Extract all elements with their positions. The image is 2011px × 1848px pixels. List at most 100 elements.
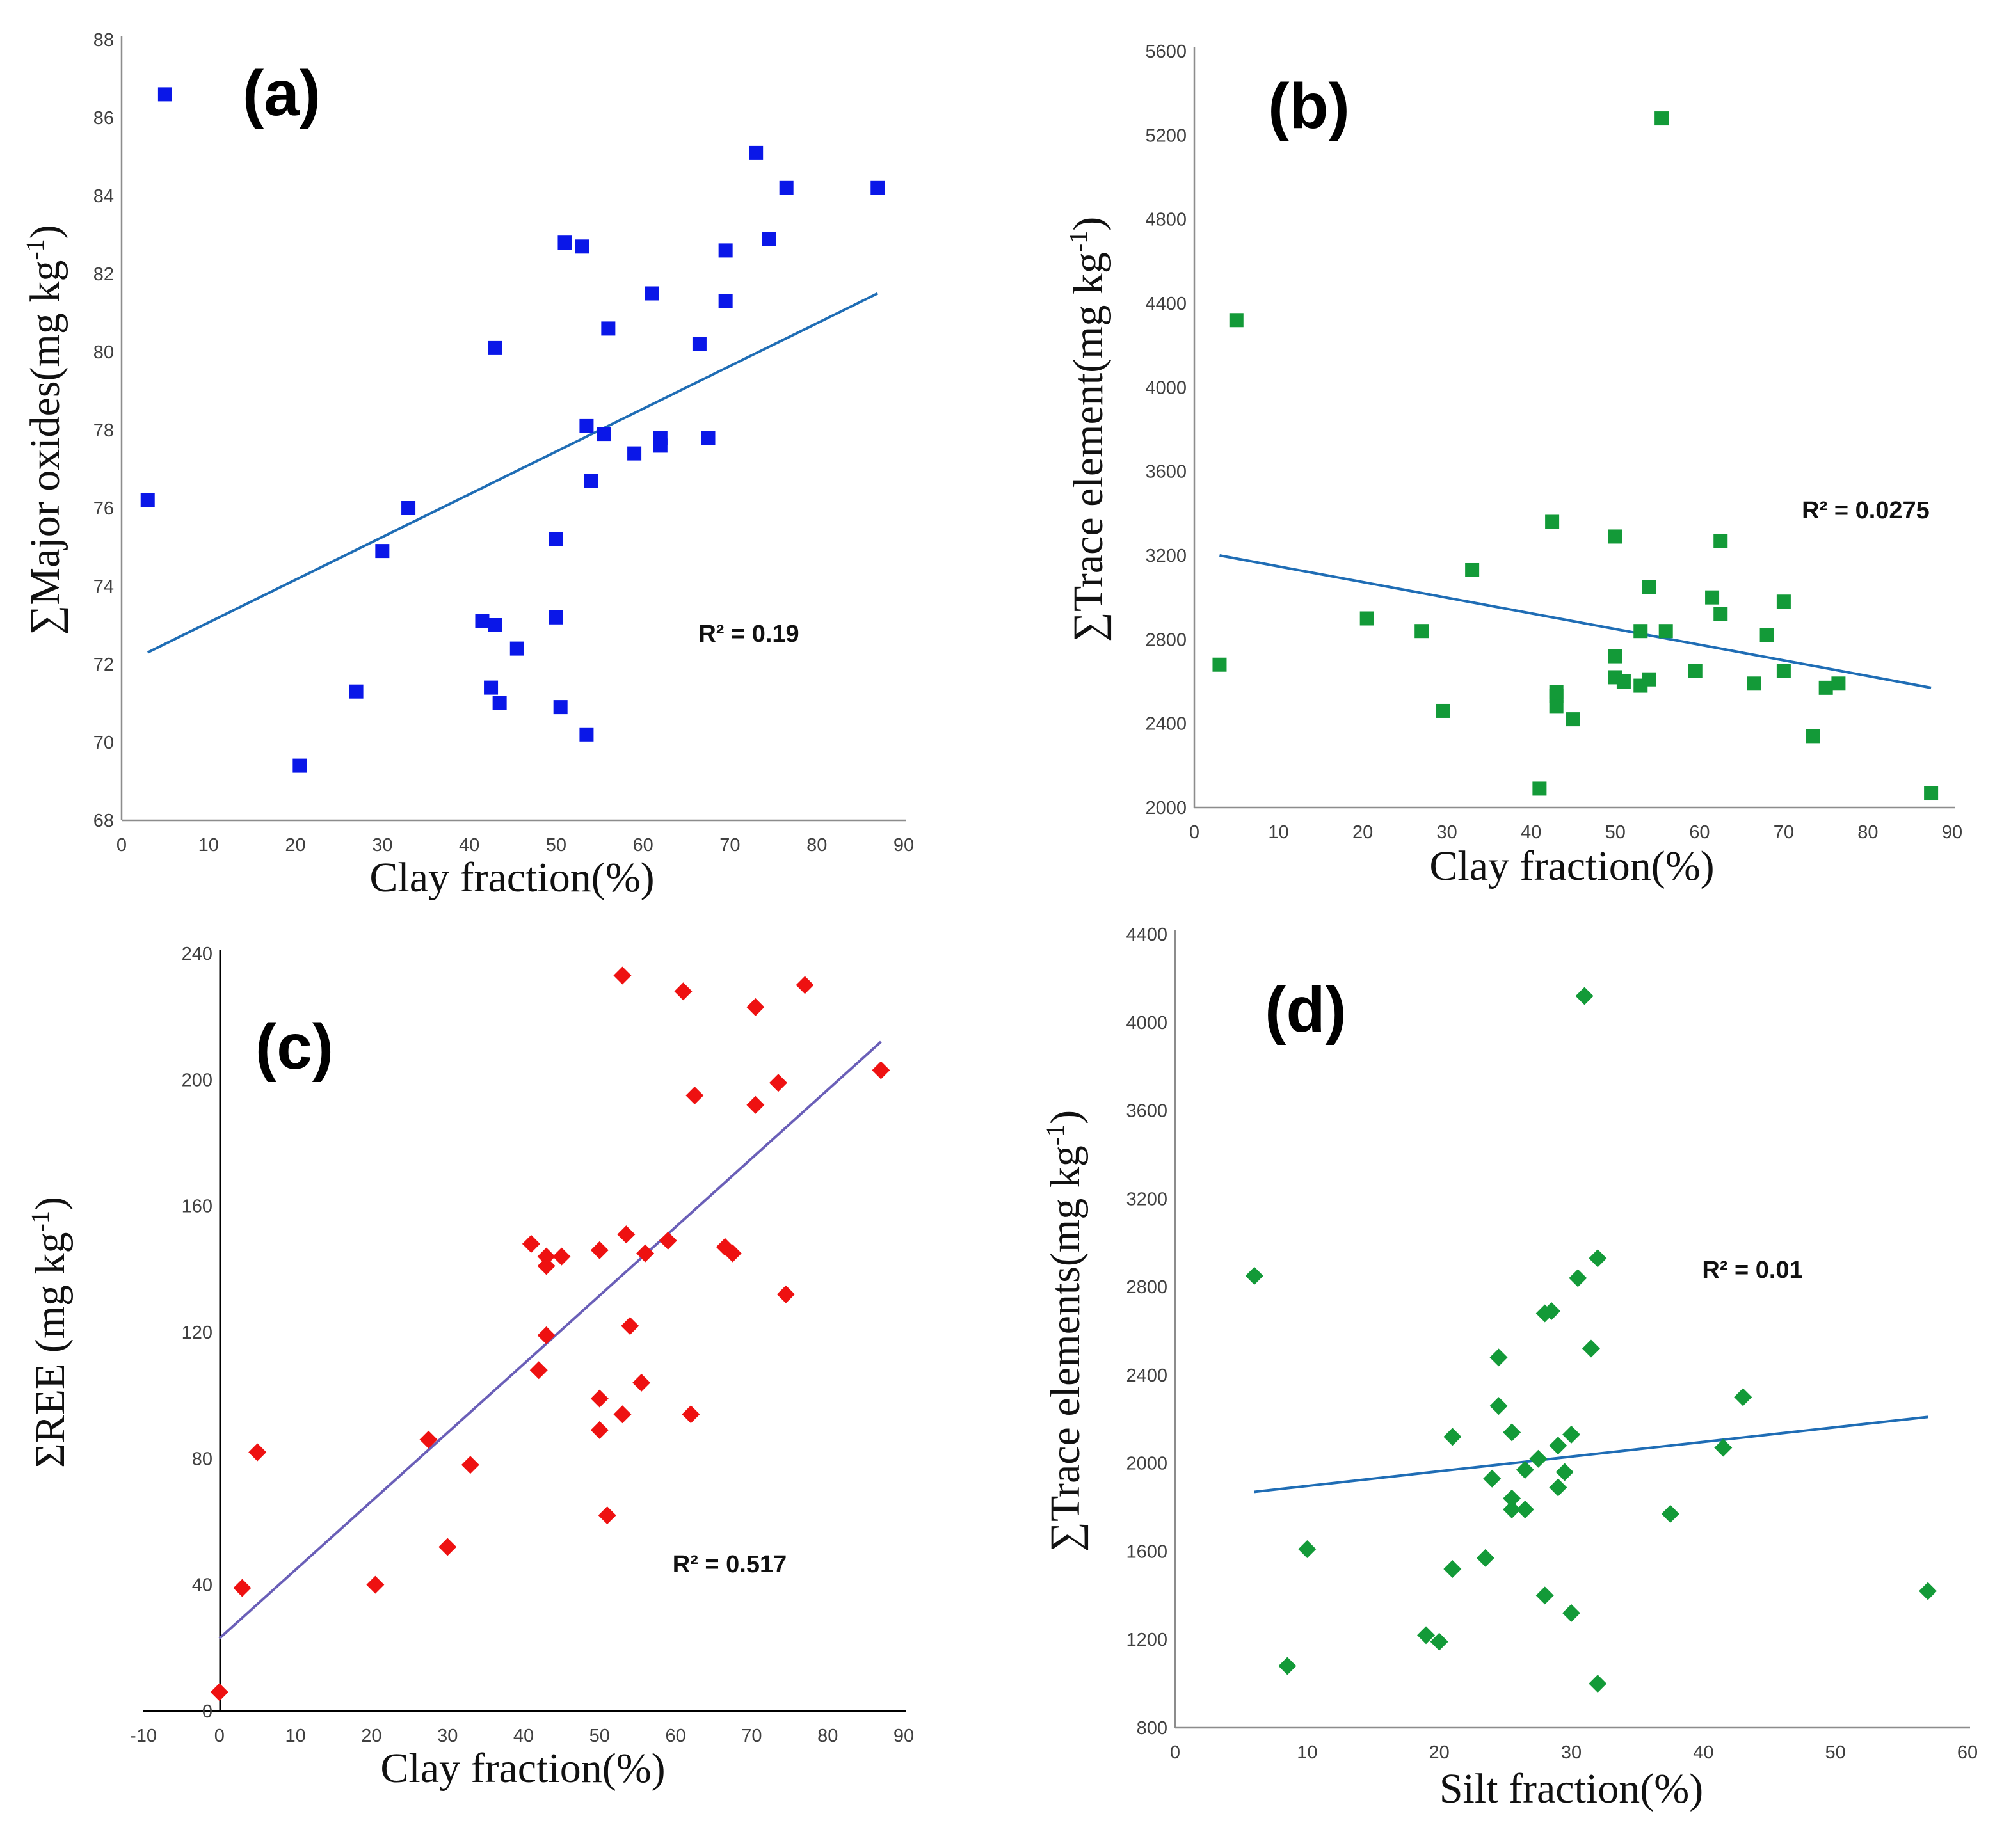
y-axis-title: ∑Major oxides(mg kg-1) [20, 225, 68, 635]
x-tick-label: 60 [633, 835, 653, 856]
x-tick-label: 40 [1693, 1742, 1713, 1763]
y-tick-label: 4800 [1145, 210, 1187, 230]
panel-label: (a) [243, 58, 321, 129]
data-point [1633, 624, 1648, 639]
data-point [157, 87, 172, 102]
data-point [601, 321, 616, 336]
data-point [1417, 1626, 1436, 1645]
y-axis-title: ∑Trace elements(mg kg-1) [1041, 1110, 1089, 1552]
data-point [653, 438, 668, 453]
data-point [1806, 729, 1820, 744]
x-tick-label: 0 [116, 835, 127, 856]
panel-label: (d) [1265, 974, 1347, 1046]
y-tick-label: 4000 [1145, 378, 1187, 398]
data-point [1545, 514, 1560, 529]
data-point [575, 239, 589, 254]
data-point [557, 235, 572, 250]
x-tick-label: 70 [741, 1726, 762, 1746]
data-point [692, 337, 707, 351]
data-point [488, 618, 502, 632]
data-point [1414, 624, 1429, 639]
panel-d: 0 10 20 30 40 50 60 800 1200 1600 2000 2400 2800 3200… [1041, 925, 1978, 1812]
x-tick-label: -10 [130, 1726, 157, 1746]
data-point [796, 976, 814, 994]
r-squared-label: R² = 0.19 [698, 621, 799, 648]
data-point [762, 232, 776, 246]
data-point [718, 243, 733, 258]
data-point [1245, 1266, 1263, 1285]
x-tick-label: 90 [1942, 822, 1962, 843]
data-point [1575, 987, 1594, 1005]
data-point [1713, 534, 1728, 548]
y-tick-label: 240 [182, 944, 212, 964]
y-tick-label: 1600 [1126, 1541, 1167, 1562]
data-point [617, 1225, 636, 1244]
data-point [870, 180, 885, 195]
data-point [779, 180, 794, 195]
y-tick-label: 5600 [1145, 42, 1187, 62]
data-point [233, 1579, 252, 1597]
x-axis-title: Silt fraction(%) [1439, 1765, 1703, 1812]
data-point [438, 1538, 457, 1556]
x-tick-label: 80 [806, 835, 827, 856]
data-point [552, 1247, 571, 1266]
x-tick-label: 10 [1268, 822, 1288, 843]
data-point [1549, 1478, 1567, 1497]
data-point [484, 680, 499, 695]
y-tick-label: 4400 [1145, 294, 1187, 314]
x-tick-label: 10 [285, 1726, 305, 1746]
y-tick-label: 3200 [1145, 546, 1187, 566]
data-point [613, 966, 632, 985]
data-point [248, 1443, 267, 1462]
x-tick-label: 40 [1521, 822, 1541, 843]
x-tick-label: 30 [1561, 1742, 1582, 1763]
data-point [1430, 1632, 1448, 1651]
y-tick-label: 120 [182, 1323, 212, 1343]
x-tick-label: 30 [1437, 822, 1457, 843]
data-point [1489, 1348, 1508, 1367]
x-tick-label: 10 [1297, 1742, 1317, 1763]
data-point [645, 286, 659, 301]
x-tick-label: 90 [893, 835, 914, 856]
y-tick-label: 5200 [1145, 125, 1187, 146]
x-tick-label: 20 [1429, 1742, 1450, 1763]
data-point [549, 610, 563, 625]
data-point [1229, 313, 1244, 328]
data-point [1589, 1249, 1607, 1268]
data-point [1566, 712, 1580, 727]
data-point [1483, 1469, 1502, 1488]
x-tick-label: 80 [817, 1726, 838, 1746]
data-point [1516, 1501, 1534, 1518]
data-point [598, 1506, 616, 1525]
panel-label: (b) [1268, 70, 1350, 142]
data-point [1476, 1549, 1494, 1567]
data-point [549, 532, 563, 546]
data-point [1535, 1586, 1554, 1605]
y-tick-label: 4400 [1126, 925, 1167, 945]
trend-line [1219, 554, 1932, 689]
data-point [1212, 657, 1227, 672]
data-point [590, 1241, 609, 1259]
data-point [1298, 1540, 1317, 1558]
y-tick-label: 0 [202, 1701, 212, 1722]
data-point [537, 1326, 556, 1344]
x-tick-label: 30 [437, 1726, 458, 1746]
data-point [590, 1389, 609, 1408]
y-tick-label: 78 [93, 420, 114, 441]
panel-label: (c) [255, 1011, 333, 1083]
data-point [1359, 611, 1374, 626]
y-tick-label: 2000 [1126, 1454, 1167, 1474]
y-tick-label: 40 [192, 1575, 212, 1596]
x-tick-label: 90 [893, 1726, 914, 1746]
x-tick-label: 20 [1352, 822, 1373, 843]
data-point [1642, 672, 1656, 687]
data-point [597, 427, 611, 442]
x-tick-label: 10 [198, 835, 219, 856]
x-tick-label: 40 [459, 835, 479, 856]
data-point [1747, 676, 1761, 691]
data-point [375, 544, 390, 559]
data-point [1608, 649, 1622, 664]
data-point [590, 1421, 609, 1439]
x-tick-label: 0 [214, 1726, 225, 1746]
panel-c: -10 0 10 20 30 40 50 60 70 80 90 0 40 80 120 160 200 240 C… [26, 944, 914, 1792]
